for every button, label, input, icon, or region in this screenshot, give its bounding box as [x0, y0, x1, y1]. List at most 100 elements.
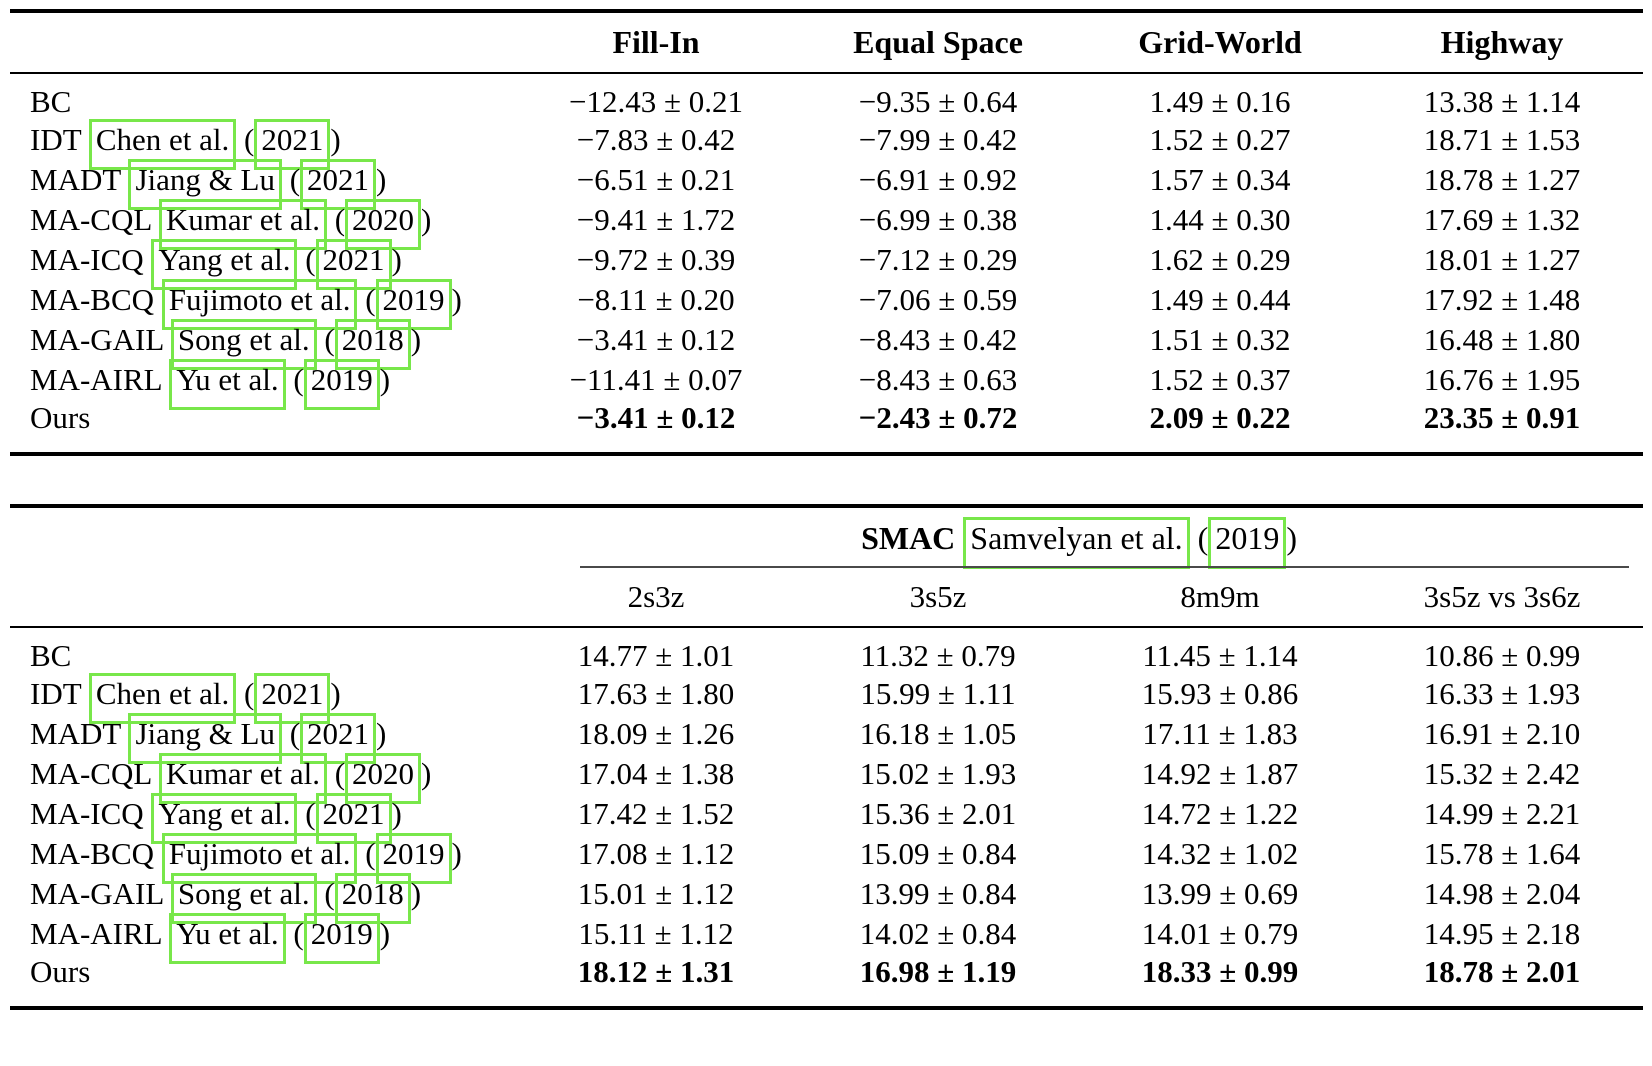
value-cell: 18.09 ± 1.26 — [577, 716, 735, 751]
value-cell: −6.51 ± 0.21 — [576, 162, 736, 197]
benchmark-results-table: Fill-In Equal Space Grid-World Highway B… — [10, 9, 1643, 456]
citation-link[interactable]: Yu et al. — [169, 913, 286, 964]
corner-cell — [10, 506, 515, 568]
value-cell: 18.78 ± 2.01 — [1423, 954, 1581, 989]
value-cell: −11.41 ± 0.07 — [569, 362, 743, 397]
corner-cell — [10, 11, 515, 74]
method-label: MA-BCQ Fujimoto et al. (2019) — [10, 279, 515, 330]
citation-year-link[interactable]: 2019 — [303, 913, 380, 964]
citation-link[interactable]: Fujimoto et al. — [161, 279, 358, 330]
value-cell: 14.32 ± 1.02 — [1141, 836, 1299, 871]
value-cell: −8.43 ± 0.63 — [858, 362, 1018, 397]
paren-close: ) — [1286, 519, 1297, 556]
table-row: MA-ICQ Yang et al. (2021) −9.72 ± 0.39 −7.… — [10, 239, 1643, 290]
smac-subheader-row: 2s3z 3s5z 8m9m 3s5z vs 3s6z — [10, 568, 1644, 628]
value-cell: 10.86 ± 0.99 — [1423, 638, 1581, 673]
citation-year-link[interactable]: 2021 — [315, 239, 392, 290]
method-label: MA-GAIL Song et al. (2018) — [10, 873, 515, 924]
table-row: MA-BCQ Fujimoto et al. (2019) −8.11 ± 0.2… — [10, 279, 1643, 330]
citation-link[interactable]: Samvelyan et al. — [963, 516, 1190, 569]
smac-title: SMAC — [861, 519, 956, 556]
value-cell: 14.92 ± 1.87 — [1141, 756, 1299, 791]
smac-group-header-row: SMAC Samvelyan et al. (2019) — [10, 506, 1643, 569]
citation-link[interactable]: Yang et al. — [151, 239, 298, 290]
table-row: MA-CQL Kumar et al. (2020) −9.41 ± 1.72 −6… — [10, 199, 1643, 250]
value-cell: 18.78 ± 1.27 — [1423, 162, 1581, 197]
citation-link[interactable]: Song et al. — [170, 873, 317, 924]
table-row: IDT Chen et al. (2021) −7.83 ± 0.42 −7.99 … — [10, 119, 1643, 170]
column-header-2s3z: 2s3z — [515, 568, 797, 628]
method-label: MA-CQL Kumar et al. (2020) — [10, 199, 515, 250]
value-cell: 13.38 ± 1.14 — [1423, 84, 1581, 119]
citation-link[interactable]: Chen et al. — [88, 119, 237, 170]
value-cell: 15.99 ± 1.11 — [860, 676, 1016, 711]
value-cell: −6.99 ± 0.38 — [858, 202, 1018, 237]
value-cell: 17.42 ± 1.52 — [577, 796, 735, 831]
value-cell: 1.52 ± 0.37 — [1149, 362, 1291, 397]
citation-year-link[interactable]: 2019 — [375, 833, 452, 884]
citation-link[interactable]: Jiang & Lu — [128, 159, 282, 210]
value-cell: 15.02 ± 1.93 — [859, 756, 1017, 791]
value-cell: −7.83 ± 0.42 — [576, 122, 736, 157]
corner-cell — [10, 568, 515, 628]
value-cell: 13.99 ± 0.69 — [1141, 876, 1299, 911]
value-cell: −9.72 ± 0.39 — [576, 242, 736, 277]
citation-year-link[interactable]: 2019 — [375, 279, 452, 330]
method-label: MADT Jiang & Lu (2021) — [10, 159, 515, 210]
citation-year-link[interactable]: 2019 — [303, 359, 380, 410]
value-cell: 15.11 ± 1.12 — [578, 916, 734, 951]
citation-year-link[interactable]: 2021 — [315, 793, 392, 844]
value-cell: 23.35 ± 0.91 — [1423, 400, 1581, 435]
citation-year-link[interactable]: 2021 — [254, 119, 331, 170]
value-cell: 1.44 ± 0.30 — [1149, 202, 1291, 237]
citation-year-link[interactable]: 2018 — [334, 319, 411, 370]
value-cell: 17.04 ± 1.38 — [577, 756, 735, 791]
table-row: MA-ICQ Yang et al. (2021) 17.42 ± 1.52 15.… — [10, 793, 1643, 844]
value-cell: 15.09 ± 0.84 — [859, 836, 1017, 871]
value-cell: −8.43 ± 0.42 — [858, 322, 1018, 357]
value-cell: −8.11 ± 0.20 — [577, 282, 735, 317]
method-label: MA-ICQ Yang et al. (2021) — [10, 239, 515, 290]
citation-link[interactable]: Jiang & Lu — [128, 713, 282, 764]
value-cell: 14.01 ± 0.79 — [1141, 916, 1299, 951]
table-row: Ours 18.12 ± 1.31 16.98 ± 1.19 18.33 ± 0.99… — [10, 954, 1643, 1008]
table-row: BC −12.43 ± 0.21 −9.35 ± 0.64 1.49 ± 0.16 13… — [10, 73, 1643, 120]
value-cell: 14.02 ± 0.84 — [859, 916, 1017, 951]
value-cell: −3.41 ± 0.12 — [576, 322, 736, 357]
method-label: Ours — [30, 400, 91, 435]
value-cell: 14.95 ± 2.18 — [1423, 916, 1581, 951]
paren-open: ( — [1197, 519, 1209, 556]
citation-link[interactable]: Fujimoto et al. — [161, 833, 358, 884]
citation-year-link[interactable]: 2019 — [1208, 516, 1287, 569]
citation-year-link[interactable]: 2021 — [300, 159, 377, 210]
citation-link[interactable]: Yu et al. — [169, 359, 286, 410]
value-cell: 16.33 ± 1.93 — [1423, 676, 1581, 711]
citation-year-link[interactable]: 2020 — [345, 199, 422, 250]
value-cell: 11.45 ± 1.14 — [1142, 638, 1298, 673]
method-label: MA-ICQ Yang et al. (2021) — [10, 793, 515, 844]
column-header-grid-world: Grid-World — [1079, 11, 1361, 74]
value-cell: 14.77 ± 1.01 — [577, 638, 735, 673]
citation-year-link[interactable]: 2018 — [334, 873, 411, 924]
value-cell: −7.12 ± 0.29 — [858, 242, 1018, 277]
method-label: MA-BCQ Fujimoto et al. (2019) — [10, 833, 515, 884]
citation-link[interactable]: Kumar et al. — [158, 753, 327, 804]
value-cell: −9.35 ± 0.64 — [858, 84, 1018, 119]
value-cell: 15.01 ± 1.12 — [577, 876, 735, 911]
value-cell: −6.91 ± 0.92 — [858, 162, 1018, 197]
value-cell: 18.33 ± 0.99 — [1141, 954, 1299, 989]
citation-link[interactable]: Chen et al. — [88, 673, 237, 724]
citation-link[interactable]: Yang et al. — [151, 793, 298, 844]
smac-results-table: SMAC Samvelyan et al. (2019) 2s3z 3s5z 8… — [10, 504, 1644, 1010]
value-cell: 2.09 ± 0.22 — [1149, 400, 1291, 435]
citation-link[interactable]: Kumar et al. — [158, 199, 327, 250]
citation-link[interactable]: Song et al. — [170, 319, 317, 370]
table-row: MA-AIRL Yu et al. (2019) −11.41 ± 0.07 −8.… — [10, 359, 1643, 410]
citation-year-link[interactable]: 2021 — [254, 673, 331, 724]
value-cell: −2.43 ± 0.72 — [858, 400, 1018, 435]
citation-year-link[interactable]: 2020 — [345, 753, 422, 804]
value-cell: −9.41 ± 1.72 — [576, 202, 736, 237]
citation-year-link[interactable]: 2021 — [300, 713, 377, 764]
method-label: BC — [30, 638, 72, 673]
value-cell: 13.99 ± 0.84 — [859, 876, 1017, 911]
